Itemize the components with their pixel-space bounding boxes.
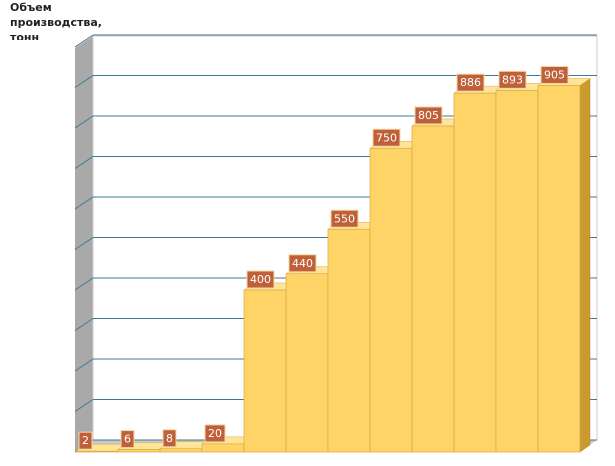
grid-line-side	[74, 237, 94, 250]
bar	[243, 289, 287, 453]
value-label: 6	[124, 433, 131, 446]
bar	[537, 85, 581, 453]
grid-line-side	[74, 358, 94, 372]
value-label-box	[120, 430, 135, 449]
grid-line-side	[74, 318, 94, 331]
grid-line-side	[74, 75, 94, 88]
bar	[285, 273, 329, 453]
value-label: 8	[166, 432, 173, 445]
bar	[453, 92, 497, 453]
grid-line-side	[74, 156, 94, 169]
bar	[495, 89, 539, 453]
value-label: 440	[292, 257, 313, 270]
value-label-box	[540, 65, 569, 84]
value-label-box	[456, 73, 485, 92]
chart-title: Объем производства, тонн	[10, 1, 102, 40]
value-label-box	[78, 431, 93, 450]
grid-line-side	[74, 399, 94, 412]
bar	[369, 147, 413, 453]
value-label: 550	[334, 212, 355, 225]
value-label-box	[246, 270, 275, 289]
value-label: 750	[376, 131, 397, 144]
value-label-box	[162, 429, 177, 448]
value-label-box	[204, 424, 226, 443]
value-label-box	[414, 106, 443, 125]
bar	[117, 449, 161, 453]
value-label-box	[288, 254, 317, 273]
bar	[159, 448, 203, 453]
grid-line-side	[74, 196, 94, 210]
bar	[327, 228, 371, 453]
grid-line-side	[74, 34, 94, 48]
grid-line-side	[74, 115, 94, 129]
value-label-box	[372, 128, 401, 147]
title-box: Объем производства, тонн	[10, 1, 102, 40]
value-label: 905	[544, 68, 565, 81]
value-label: 805	[418, 109, 439, 122]
value-label: 400	[250, 273, 271, 286]
bar	[411, 125, 455, 453]
value-label-box	[498, 70, 527, 89]
bar	[201, 443, 245, 453]
grid-line-side	[74, 277, 94, 291]
value-label: 2	[82, 434, 89, 447]
value-label-box	[330, 209, 359, 228]
value-label: 893	[502, 73, 523, 86]
bar	[75, 450, 119, 453]
value-label: 20	[208, 427, 222, 440]
bar-side	[579, 77, 591, 453]
value-label: 886	[460, 76, 481, 89]
